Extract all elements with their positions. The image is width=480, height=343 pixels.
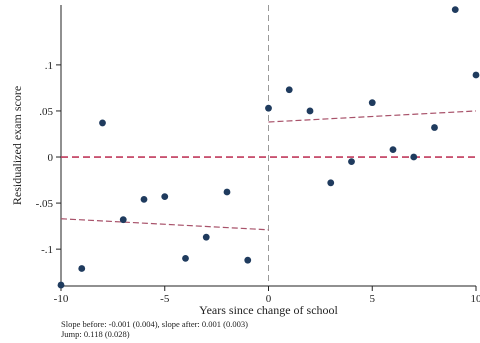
y-axis-title: Residualized exam score	[10, 86, 24, 205]
y-tick-label: 0	[48, 152, 54, 164]
data-point	[57, 281, 65, 289]
data-point	[451, 6, 459, 14]
fit-lines	[60, 110, 477, 231]
data-point	[182, 254, 189, 262]
data-point	[431, 124, 438, 131]
reference-lines	[61, 5, 476, 286]
data-point	[410, 153, 418, 161]
fit-line-before	[60, 218, 269, 231]
data-point	[140, 195, 148, 203]
data-point	[306, 107, 314, 115]
x-axis-title: Years since change of school	[199, 303, 338, 317]
x-tick-label: -10	[54, 293, 69, 305]
x-tick-label: 10	[471, 293, 480, 305]
data-point	[368, 99, 376, 107]
y-tick-label: -.1	[41, 244, 53, 256]
x-tick-label: 0	[266, 293, 272, 305]
data-point	[389, 146, 397, 154]
y-tick-label: -.05	[36, 198, 54, 210]
data-point	[78, 265, 86, 272]
data-point	[265, 104, 272, 112]
data-point	[285, 86, 293, 94]
data-points	[57, 6, 480, 289]
axis-titles: Years since change of school Residualized…	[10, 86, 339, 317]
x-tick-label: 5	[370, 293, 376, 305]
axes: .1 .05 0 -.05 -.1 -10 -5 0 5 10	[36, 5, 480, 305]
data-point	[472, 71, 480, 79]
data-point	[348, 158, 355, 166]
data-point	[244, 256, 252, 264]
fit-line-after	[268, 110, 477, 123]
slope-note: Slope before: -0.001 (0.004), slope afte…	[61, 319, 248, 329]
data-point	[223, 188, 231, 196]
data-point	[327, 179, 335, 187]
data-point	[119, 216, 127, 224]
jump-note: Jump: 0.118 (0.028)	[61, 329, 130, 339]
y-tick-label: .1	[45, 60, 53, 72]
x-tick-label: -5	[160, 293, 170, 305]
data-point	[161, 193, 169, 201]
data-point	[202, 233, 210, 241]
data-point	[99, 119, 106, 127]
y-tick-label: .05	[39, 106, 53, 118]
